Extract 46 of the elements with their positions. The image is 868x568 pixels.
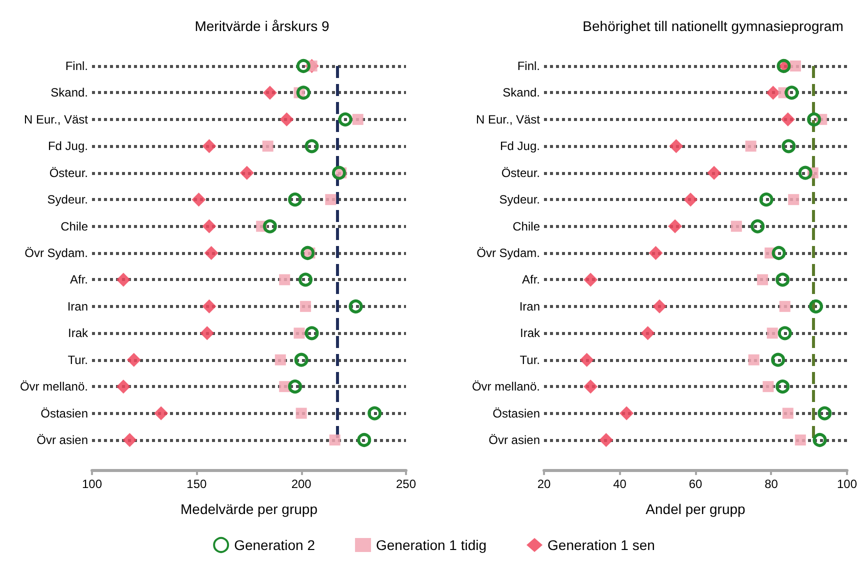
y-tick-label: Övr mellanö. [20, 380, 88, 394]
y-tick-label: Östasien [40, 406, 88, 420]
y-tick-label: Övr mellanö. [472, 380, 540, 394]
y-tick-label: Fd Jug. [500, 139, 540, 154]
legend-label: Generation 2 [234, 537, 316, 553]
x-tick-label: 40 [613, 477, 627, 491]
y-tick-label: Finl. [517, 59, 540, 73]
legend-label: Generation 1 tidig [376, 537, 487, 553]
x-tick-label: 100 [82, 477, 102, 491]
chart-title: Behörighet till nationellt gymnasieprogram [582, 18, 844, 34]
x-tick-label: 60 [688, 477, 702, 491]
y-tick-label: Irak [520, 326, 541, 340]
y-tick-label: Afr. [522, 272, 540, 287]
y-tick-label: Skand. [502, 86, 540, 100]
y-tick-label: Chile [60, 219, 88, 234]
x-tick-label: 250 [396, 477, 416, 491]
x-tick-label: 200 [291, 477, 312, 491]
y-tick-label: Finl. [65, 59, 88, 73]
x-tick-label: 80 [764, 477, 778, 491]
y-tick-label: Östasien [492, 406, 540, 420]
y-tick-label: N Eur., Väst [476, 112, 541, 126]
y-tick-label: Övr Sydam. [476, 246, 540, 260]
x-tick-label: 150 [186, 477, 207, 491]
y-tick-label: Tur. [68, 352, 88, 367]
y-tick-label: Sydeur. [499, 192, 540, 207]
y-tick-label: Iran [519, 299, 540, 314]
x-tick-label: 100 [836, 477, 858, 491]
y-tick-label: Afr. [70, 272, 88, 287]
y-tick-label: Östeur. [49, 166, 88, 180]
y-tick-label: Irak [68, 326, 89, 340]
y-tick-label: N Eur., Väst [24, 112, 89, 126]
y-tick-label: Fd Jug. [48, 139, 88, 154]
chart-title: Meritvärde i årskurs 9 [194, 18, 330, 34]
x-axis-title: Medelvärde per grupp [180, 501, 318, 517]
y-tick-label: Chile [512, 219, 540, 234]
x-axis-title: Andel per grupp [646, 501, 746, 517]
y-tick-label: Övr asien [488, 433, 540, 447]
y-tick-label: Skand. [50, 86, 88, 100]
x-tick-label: 20 [537, 477, 551, 491]
y-tick-label: Övr asien [36, 433, 88, 447]
y-tick-label: Övr Sydam. [24, 246, 88, 260]
legend-label: Generation 1 sen [548, 537, 655, 553]
y-tick-label: Östeur. [501, 166, 540, 180]
y-tick-label: Tur. [520, 352, 540, 367]
y-tick-label: Iran [67, 299, 88, 314]
y-tick-label: Sydeur. [47, 192, 88, 207]
